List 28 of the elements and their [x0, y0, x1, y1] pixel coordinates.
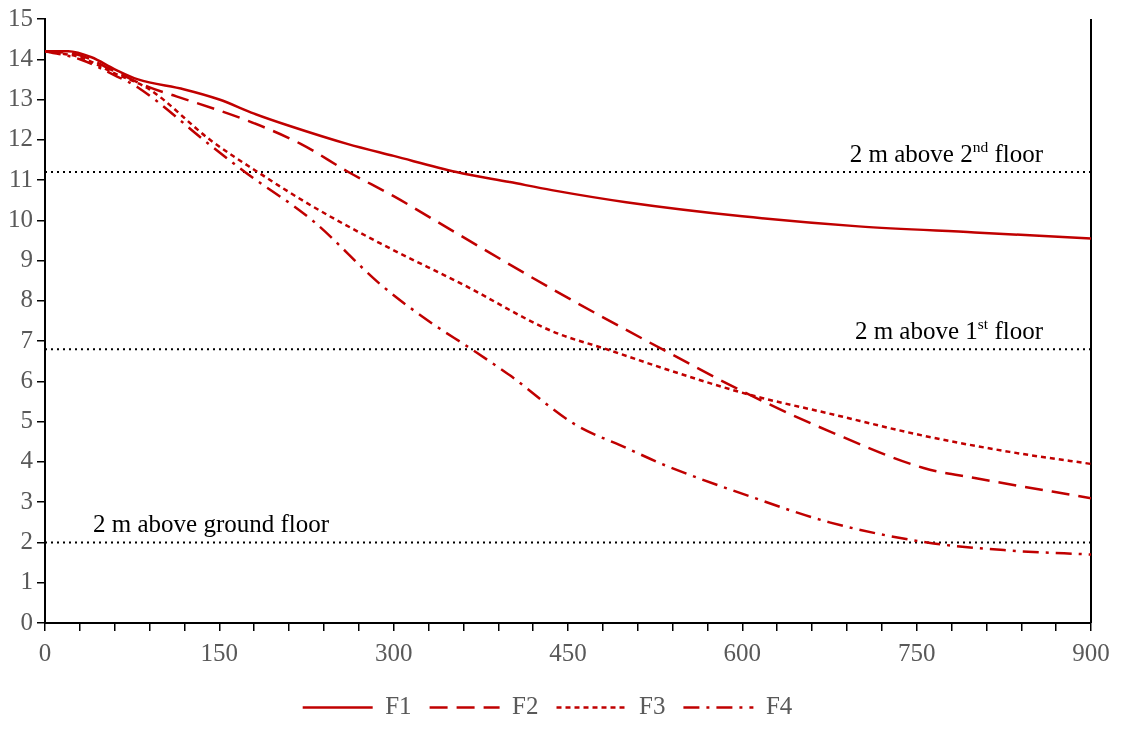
y-tick-label: 10 — [8, 204, 33, 232]
y-tick-label: 1 — [20, 567, 33, 595]
legend-label: F2 — [512, 692, 539, 720]
x-tick-label: 450 — [549, 638, 587, 666]
y-tick-label: 4 — [20, 446, 34, 474]
y-tick-label: 3 — [20, 486, 33, 514]
y-tick-label: 2 — [20, 527, 33, 555]
y-tick-label: 9 — [20, 245, 33, 273]
y-tick-label: 13 — [8, 84, 33, 112]
x-tick-label: 300 — [374, 638, 413, 666]
legend-label: F1 — [385, 692, 412, 720]
y-tick-label: 6 — [20, 365, 33, 393]
x-tick-label: 750 — [897, 638, 936, 666]
legend-label: F4 — [765, 692, 793, 720]
y-tick-label: 14 — [8, 43, 34, 71]
y-tick-label: 5 — [20, 406, 33, 434]
x-tick-label: 0 — [38, 638, 52, 666]
y-tick-label: 8 — [20, 285, 33, 313]
y-tick-label: 7 — [20, 325, 33, 353]
x-tick-label: 600 — [723, 638, 762, 666]
legend-label: F3 — [639, 692, 666, 720]
x-tick-label: 900 — [1072, 638, 1110, 666]
y-tick-label: 15 — [8, 3, 33, 31]
y-tick-label: 0 — [20, 607, 33, 635]
y-tick-label: 11 — [8, 164, 33, 192]
y-tick-label: 12 — [8, 124, 33, 152]
x-tick-label: 150 — [200, 638, 239, 666]
ref-line-label: 2 m above ground floor — [93, 510, 330, 538]
